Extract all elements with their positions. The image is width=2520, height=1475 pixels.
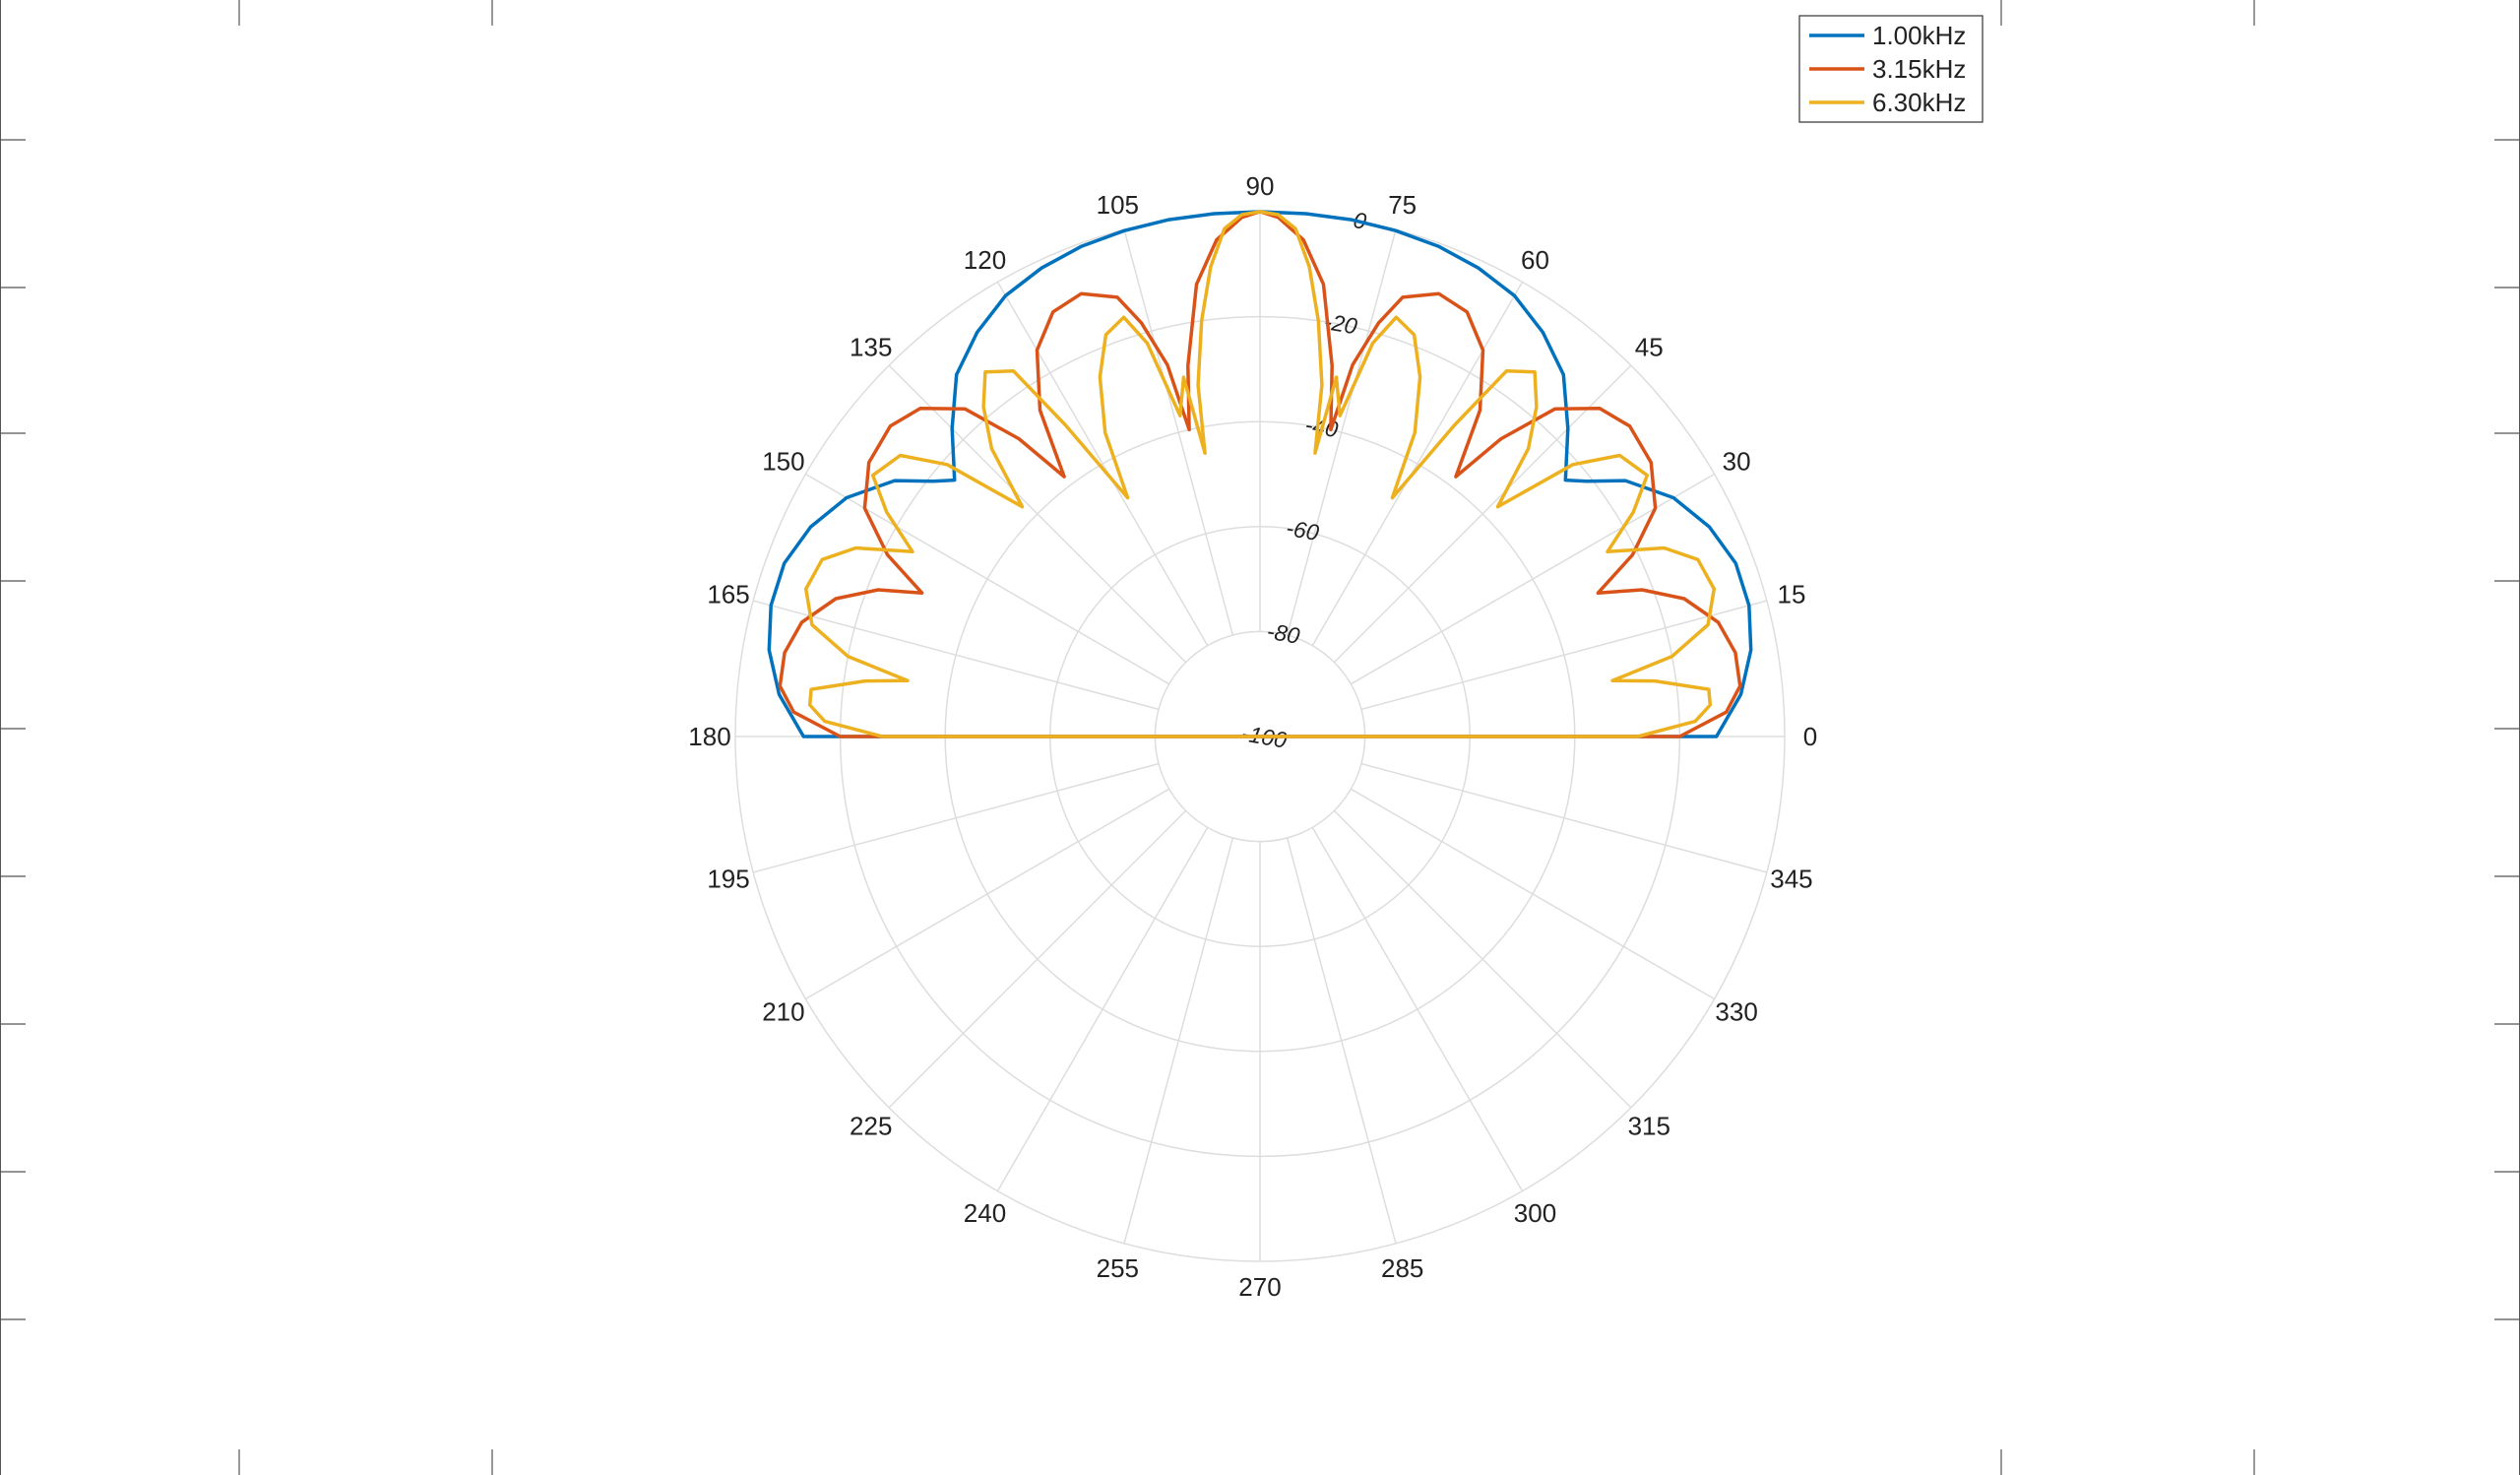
angle-tick-label: 60 xyxy=(1521,245,1549,275)
angle-tick-label: 150 xyxy=(762,447,804,477)
angle-tick-label: 0 xyxy=(1803,722,1817,751)
grid-spoke xyxy=(1333,809,1632,1109)
grid-spoke xyxy=(996,282,1209,647)
grid-spoke xyxy=(1311,282,1524,647)
grid-spoke xyxy=(1350,473,1715,685)
angle-tick-label: 300 xyxy=(1514,1198,1556,1228)
angle-tick-label: 90 xyxy=(1246,171,1275,201)
angle-tick-label: 270 xyxy=(1238,1272,1281,1302)
angle-tick-label: 195 xyxy=(707,865,749,894)
grid-spoke xyxy=(888,364,1187,664)
angle-tick-label: 30 xyxy=(1723,447,1751,477)
angle-tick-label: 135 xyxy=(850,333,892,362)
angle-tick-label: 225 xyxy=(850,1111,892,1140)
grid-spoke xyxy=(1286,228,1397,636)
angle-tick-label: 105 xyxy=(1097,190,1139,220)
angle-tick-label: 255 xyxy=(1097,1253,1139,1283)
angle-tick-label: 120 xyxy=(964,245,1006,275)
angle-tick-label: 345 xyxy=(1770,865,1812,894)
radius-tick-labels: 0-20-40-60-80-100 xyxy=(1239,207,1368,753)
legend-label: 3.15kHz xyxy=(1872,54,1966,84)
angle-tick-label: 210 xyxy=(762,997,804,1027)
radius-tick-label: -60 xyxy=(1285,515,1321,545)
grid-spoke xyxy=(752,762,1160,873)
grid-spoke xyxy=(1360,600,1768,711)
legend[interactable]: 1.00kHz 3.15kHz 6.30kHz xyxy=(1798,15,1984,123)
angle-tick-label: 180 xyxy=(688,722,730,751)
angle-tick-label: 330 xyxy=(1715,997,1757,1027)
angle-tick-label: 240 xyxy=(964,1198,1006,1228)
legend-label: 6.30kHz xyxy=(1872,88,1966,117)
series-line-6.30kHz xyxy=(803,210,1717,738)
grid-spoke xyxy=(1286,837,1397,1245)
grid-spoke xyxy=(888,809,1187,1109)
grid-spoke xyxy=(1311,826,1524,1191)
grid-spoke xyxy=(1350,788,1715,1000)
grid-spoke xyxy=(1333,364,1632,664)
grid-spoke xyxy=(805,788,1170,1000)
series-line-1.00kHz xyxy=(767,210,1753,738)
angle-tick-label: 75 xyxy=(1388,190,1417,220)
angle-tick-label: 15 xyxy=(1777,579,1805,609)
legend-label: 1.00kHz xyxy=(1872,21,1966,50)
angle-tick-labels: 0 15 30 45 60 75 90 105 120 135 150 165 180 195 210 225… xyxy=(688,171,1817,1302)
grid-spoke xyxy=(1123,837,1234,1245)
angle-tick-label: 315 xyxy=(1628,1111,1670,1140)
series-lines xyxy=(767,210,1753,738)
grid-spoke xyxy=(996,826,1209,1191)
angle-tick-label: 285 xyxy=(1381,1253,1423,1283)
grid-spoke xyxy=(752,600,1160,711)
grid-spoke xyxy=(805,473,1170,685)
angle-tick-label: 45 xyxy=(1635,333,1664,362)
grid-spoke xyxy=(1360,762,1768,873)
angle-tick-label: 165 xyxy=(707,579,749,609)
grid-spoke xyxy=(1123,228,1234,636)
radius-tick-label: -80 xyxy=(1265,618,1301,649)
